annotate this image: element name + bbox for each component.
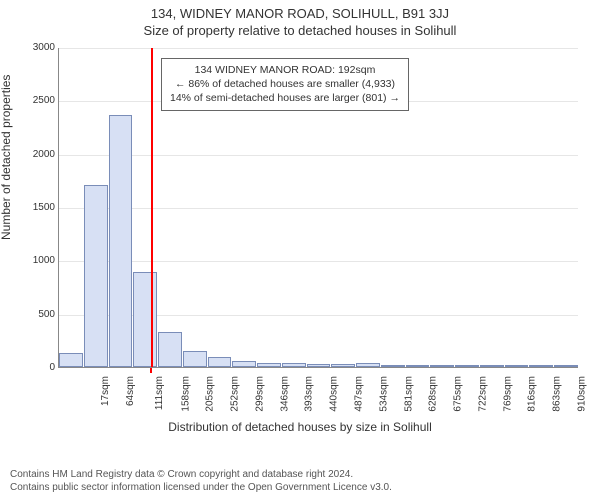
x-tick-label: 252sqm [231, 376, 241, 412]
histogram-bar [282, 363, 306, 367]
x-tick-label: 769sqm [503, 376, 513, 412]
histogram-bar [554, 365, 578, 367]
histogram-bar [59, 353, 83, 367]
annotation-line: ← 86% of detached houses are smaller (4,… [170, 77, 400, 91]
x-tick-label: 534sqm [379, 376, 389, 412]
y-tick-label: 2000 [33, 150, 59, 160]
histogram-bar [430, 365, 454, 367]
x-tick-label: 675sqm [454, 376, 464, 412]
histogram-bar [208, 357, 232, 367]
x-tick-label: 346sqm [280, 376, 290, 412]
histogram-bar [183, 351, 207, 367]
x-tick-label: 910sqm [577, 376, 587, 412]
histogram-bar [84, 185, 108, 367]
marker-line [151, 48, 153, 367]
title-block: 134, WIDNEY MANOR ROAD, SOLIHULL, B91 3J… [0, 0, 600, 38]
x-tick-label: 205sqm [206, 376, 216, 412]
x-tick-label: 628sqm [429, 376, 439, 412]
x-tick-label: 487sqm [355, 376, 365, 412]
x-tick-label: 158sqm [181, 376, 191, 412]
plot-area: 05001000150020002500300017sqm64sqm111sqm… [58, 48, 578, 368]
histogram-bar [109, 115, 133, 367]
marker-tick [150, 368, 152, 373]
x-tick-label: 299sqm [256, 376, 266, 412]
y-tick-label: 1000 [33, 256, 59, 266]
annotation-line: 134 WIDNEY MANOR ROAD: 192sqm [170, 63, 400, 77]
histogram-bar [480, 365, 504, 367]
x-tick-label: 722sqm [478, 376, 488, 412]
main-title: 134, WIDNEY MANOR ROAD, SOLIHULL, B91 3J… [0, 6, 600, 21]
x-tick-label: 64sqm [126, 376, 136, 406]
y-axis-label: Number of detached properties [0, 75, 13, 240]
y-tick-label: 0 [49, 363, 59, 373]
x-tick-label: 816sqm [528, 376, 538, 412]
histogram-bar [133, 272, 157, 367]
footer-line-2: Contains public sector information licen… [10, 481, 392, 494]
subtitle: Size of property relative to detached ho… [0, 23, 600, 38]
x-tick-label: 111sqm [155, 376, 165, 410]
y-tick-label: 500 [38, 310, 59, 320]
x-tick-label: 581sqm [404, 376, 414, 412]
histogram-bar [257, 363, 281, 367]
footer-attribution: Contains HM Land Registry data © Crown c… [10, 468, 392, 494]
x-tick-label: 17sqm [101, 376, 111, 406]
histogram-bar [529, 365, 553, 367]
histogram-bar [356, 363, 380, 367]
histogram-bar [455, 365, 479, 367]
annotation-line: 14% of semi-detached houses are larger (… [170, 91, 400, 105]
histogram-bar [406, 365, 430, 367]
histogram-bar [331, 364, 355, 367]
x-tick-label: 393sqm [305, 376, 315, 412]
histogram-bar [307, 364, 331, 367]
x-tick-label: 863sqm [553, 376, 563, 412]
y-tick-label: 3000 [33, 43, 59, 53]
y-tick-label: 1500 [33, 203, 59, 213]
footer-line-1: Contains HM Land Registry data © Crown c… [10, 468, 392, 481]
histogram-bar [505, 365, 529, 367]
histogram-bar [232, 361, 256, 367]
histogram-bar [381, 365, 405, 367]
x-tick-label: 440sqm [330, 376, 340, 412]
x-axis-label: Distribution of detached houses by size … [0, 420, 600, 434]
chart-area: Number of detached properties 0500100015… [0, 40, 600, 440]
y-tick-label: 2500 [33, 96, 59, 106]
annotation-box: 134 WIDNEY MANOR ROAD: 192sqm← 86% of de… [161, 58, 409, 111]
histogram-bar [158, 332, 182, 367]
